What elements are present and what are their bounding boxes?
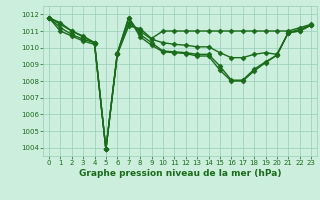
X-axis label: Graphe pression niveau de la mer (hPa): Graphe pression niveau de la mer (hPa) (79, 169, 281, 178)
